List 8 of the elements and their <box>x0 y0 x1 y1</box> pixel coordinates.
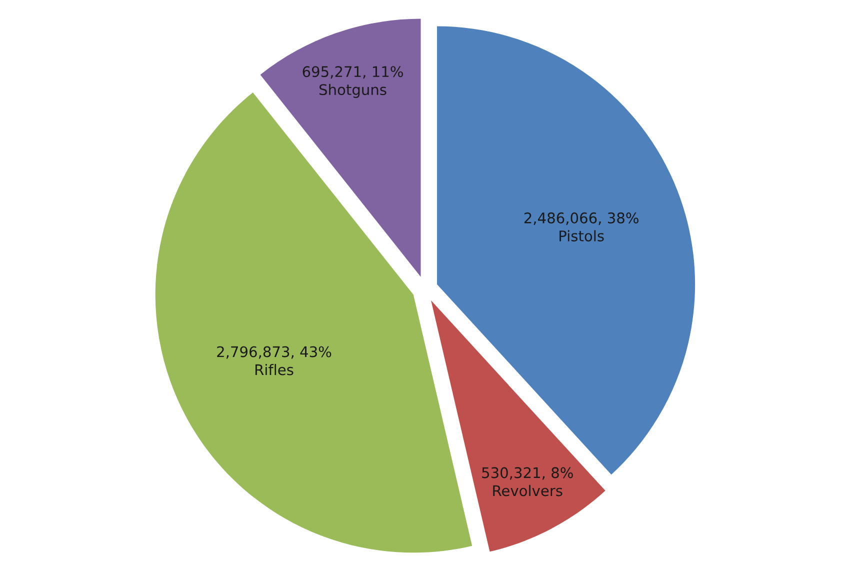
slice-label: Pistols <box>560 230 604 242</box>
slice-label: Rifles <box>255 364 294 376</box>
data-label: 2,486,066, 38% <box>524 212 638 225</box>
slice-label: Shotguns <box>319 84 386 98</box>
data-label: 2,796,873, 43% <box>217 346 332 359</box>
data-label: 695,271, 11% <box>302 66 403 79</box>
slice-label: Revolvers <box>493 484 562 496</box>
data-label: 530,321, 8% <box>482 467 573 480</box>
